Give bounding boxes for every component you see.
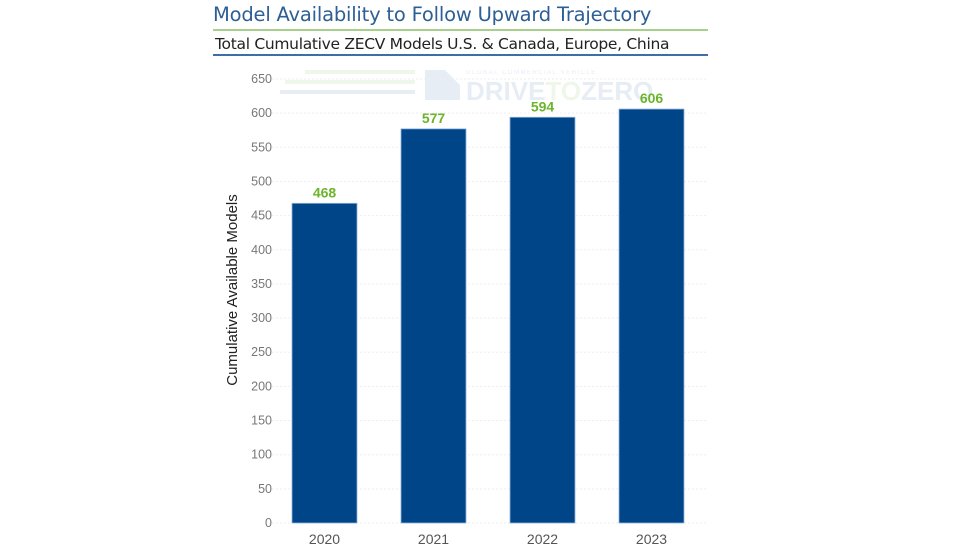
y-tick-label: 300	[251, 311, 272, 325]
subtitle-divider	[213, 54, 708, 56]
x-tick-label: 2021	[418, 531, 449, 547]
y-tick-label: 600	[251, 106, 272, 120]
y-tick-label: 100	[251, 448, 272, 462]
bar-2022	[509, 116, 576, 524]
y-tick-label: 650	[251, 72, 272, 86]
bar-2020	[291, 202, 358, 524]
y-tick-label: 350	[251, 277, 272, 291]
logo-truck-icon	[425, 70, 460, 100]
chart-title: Model Availability to Follow Upward Traj…	[213, 3, 652, 26]
y-tick-label: 150	[251, 414, 272, 428]
bar-2021	[400, 128, 467, 524]
chart-subtitle: Total Cumulative ZECV Models U.S. & Cana…	[215, 35, 670, 53]
data-label-2023: 606	[640, 90, 664, 106]
y-tick-label: 0	[265, 516, 272, 530]
y-tick-label: 200	[251, 379, 272, 393]
data-label-2022: 594	[531, 98, 555, 114]
logo-brand: DRIVETOZERO	[466, 76, 653, 106]
title-divider	[213, 29, 708, 31]
y-tick-label: 450	[251, 209, 272, 223]
bar-2023	[618, 108, 685, 524]
logo-stripe	[305, 70, 415, 74]
x-tick-label: 2022	[527, 531, 558, 547]
x-tick-label: 2023	[636, 531, 667, 547]
y-tick-label: 50	[258, 482, 272, 496]
y-tick-label: 550	[251, 140, 272, 154]
logo-stripe	[285, 80, 415, 84]
y-tick-label: 400	[251, 243, 272, 257]
x-tick-label: 2020	[309, 531, 340, 547]
logo-tagline: GLOBAL COMMERCIAL VEHICLE	[466, 70, 597, 76]
drive-to-zero-logo-watermark: GLOBAL COMMERCIAL VEHICLE DRIVETOZERO	[280, 70, 653, 106]
y-axis-label: Cumulative Available Models	[224, 194, 241, 386]
data-label-2021: 577	[422, 110, 446, 126]
logo-stripe	[280, 90, 415, 94]
data-label-2020: 468	[313, 184, 337, 200]
y-tick-label: 250	[251, 345, 272, 359]
y-tick-label: 500	[251, 174, 272, 188]
